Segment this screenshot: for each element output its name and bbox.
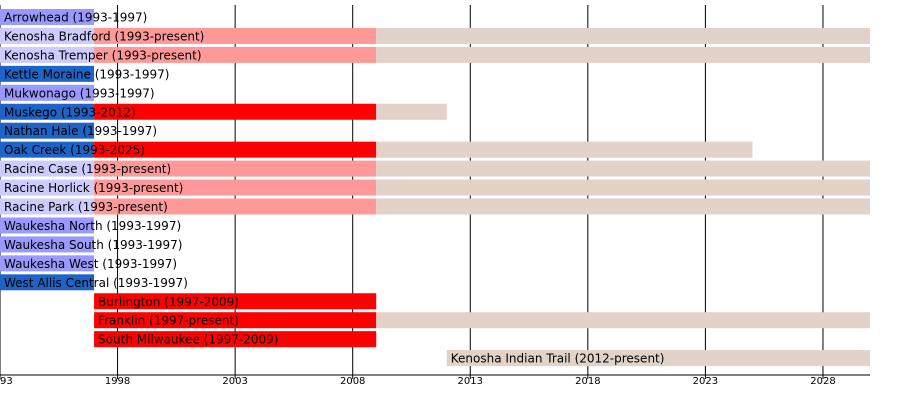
timeline-bar (94, 141, 377, 158)
timeline-bar (0, 217, 95, 234)
row-label: Franklin (1997-present) (98, 314, 239, 328)
x-tick-label: 2003 (222, 376, 247, 387)
row-label: Muskego (1993-2012) (4, 105, 136, 119)
timeline-bar (376, 198, 870, 215)
x-tick-label: 2023 (693, 376, 718, 387)
x-tick-label: 2028 (810, 376, 835, 387)
timeline-bar (0, 65, 95, 82)
timeline-bar (376, 312, 870, 329)
timeline-bar (0, 198, 95, 215)
timeline-bar (94, 103, 377, 120)
x-tick-label: 2018 (575, 376, 600, 387)
timeline-bar (376, 160, 870, 177)
row-label: Kenosha Tremper (1993-present) (4, 48, 202, 62)
timeline-bar (376, 179, 870, 196)
timeline-bar (94, 293, 377, 310)
row-label: Racine Case (1993-present) (4, 162, 171, 176)
row-label: Kenosha Indian Trail (2012-present) (451, 352, 665, 366)
timeline-bar (94, 331, 377, 348)
timeline-bar (94, 179, 377, 196)
row-label: Nathan Hale (1993-1997) (4, 124, 157, 138)
timeline-bar (0, 122, 95, 139)
timeline-bar (0, 255, 95, 272)
timeline-bar (0, 236, 95, 253)
timeline-bar (376, 46, 870, 63)
row-label: Burlington (1997-2009) (98, 295, 239, 309)
row-label: Kettle Moraine (1993-1997) (4, 67, 170, 81)
timeline-bar (376, 27, 870, 44)
row-label: Arrowhead (1993-1997) (4, 11, 147, 25)
timeline-bar (94, 312, 377, 329)
row-label: Waukesha West (1993-1997) (4, 257, 177, 271)
row-label: Waukesha North (1993-1997) (4, 219, 181, 233)
timeline-bar (94, 198, 377, 215)
timeline-bar (94, 160, 377, 177)
timeline-bar (94, 27, 377, 44)
row-label: Racine Park (1993-present) (4, 200, 168, 214)
timeline-bar (0, 27, 95, 44)
row-label: Waukesha South (1993-1997) (4, 238, 182, 252)
timeline-bar (0, 46, 95, 63)
timeline-bar (0, 9, 95, 25)
row-label: Mukwonago (1993-1997) (4, 86, 155, 100)
timeline-bar (376, 103, 447, 120)
row-label: Kenosha Bradford (1993-present) (4, 29, 204, 43)
x-tick-label: 1998 (105, 376, 130, 387)
timeline-bar (0, 179, 95, 196)
x-tick-label: 2013 (458, 376, 483, 387)
timeline-bar (376, 141, 753, 158)
row-label: Racine Horlick (1993-present) (4, 181, 183, 195)
timeline-bar (0, 141, 95, 158)
row-label: Oak Creek (1993-2025) (4, 143, 145, 157)
x-tick-label: 2008 (340, 376, 365, 387)
x-tick-label: 1993 (0, 376, 13, 387)
timeline-bar (94, 46, 377, 63)
row-label: West Allis Central (1993-1997) (4, 276, 188, 290)
timeline-bar (446, 350, 870, 367)
timeline-bar (0, 274, 95, 291)
row-label: South Milwaukee (1997-2009) (98, 333, 278, 347)
timeline-bar (0, 160, 95, 177)
timeline-bar (0, 103, 95, 120)
timeline-bar (0, 84, 95, 101)
